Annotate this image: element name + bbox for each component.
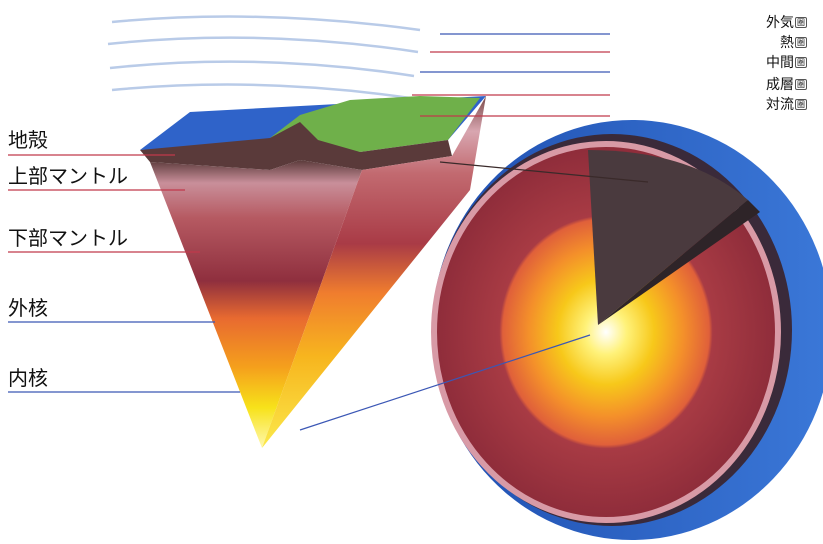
label-exosphere: 外気圏 <box>766 15 807 31</box>
label-lower-mantle: 下部マントル <box>8 226 128 250</box>
label-outer-core: 外核 <box>8 296 48 320</box>
leader-lines <box>8 33 649 431</box>
label-stratosphere: 成層圏 <box>766 77 807 93</box>
label-upper-mantle: 上部マントル <box>8 164 128 188</box>
label-inner-core: 内核 <box>8 366 48 390</box>
atmosphere-curves <box>107 15 421 100</box>
earth-cross-section-cone <box>140 96 486 448</box>
label-thermosphere: 熱圏 <box>780 35 807 51</box>
earth-sphere <box>431 120 823 540</box>
label-crust: 地殻 <box>8 128 48 152</box>
label-mesosphere: 中間圏 <box>766 55 807 71</box>
label-troposphere: 対流圏 <box>766 97 807 113</box>
